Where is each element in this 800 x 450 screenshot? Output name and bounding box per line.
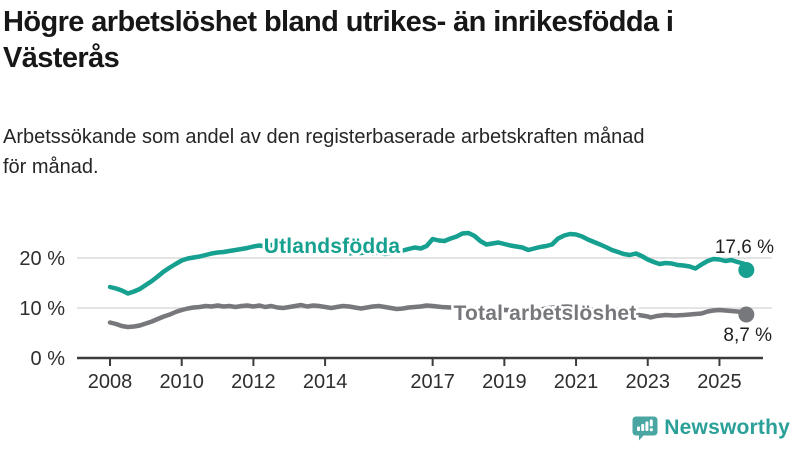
x-tick-label: 2012 (231, 371, 276, 393)
x-tick-label: 2014 (303, 371, 348, 393)
series-line-utlandsf-dda (107, 230, 749, 296)
page-title: Högre arbetslöshet bland utrikes- än inr… (3, 4, 797, 76)
x-tick-label: 2010 (159, 371, 204, 393)
series-line-total-arbetsl-shet (107, 302, 749, 330)
x-tick-label: 2025 (697, 371, 742, 393)
x-tick-label: 2023 (626, 371, 671, 393)
chart-subtitle-line2: för månad. (3, 156, 99, 178)
end-value-label-utlandsf-dda: 17,6 % (715, 237, 774, 258)
end-dot-utlandsf-dda (738, 262, 755, 278)
newsworthy-brand[interactable]: Newsworthy (632, 413, 790, 443)
y-tick-label: 10 % (19, 298, 65, 320)
chart-subtitle: Arbetssökande som andel av den registerb… (3, 122, 793, 182)
end-dot-total-arbetsl-shet (738, 306, 755, 323)
x-tick-label: 2019 (482, 371, 527, 393)
x-tick-label: 2017 (410, 371, 455, 393)
page-title-line2: Västerås (3, 42, 120, 74)
end-value-label-total-arbetsl-shet: 8,7 % (723, 325, 772, 346)
page-title-line1: Högre arbetslöshet bland utrikes- än inr… (3, 6, 674, 38)
line-chart: 2008 2010 2012 2014 2017 2019 2021 2023 2025 0 % 1… (19, 230, 774, 393)
x-tick-label: 2021 (554, 371, 599, 393)
series-label-total-arbetsl-shet: Total arbetslöshet (454, 302, 637, 325)
series-label-utlandsf-dda: Utlandsfödda (264, 235, 401, 258)
newsworthy-bubble-barchart-icon (632, 416, 658, 440)
y-tick-label: 20 % (19, 248, 65, 270)
chart-subtitle-line1: Arbetssökande som andel av den registerb… (3, 126, 645, 148)
x-tick-label: 2008 (88, 371, 133, 393)
brand-name: Newsworthy (664, 416, 790, 439)
y-tick-label: 0 % (31, 348, 66, 370)
